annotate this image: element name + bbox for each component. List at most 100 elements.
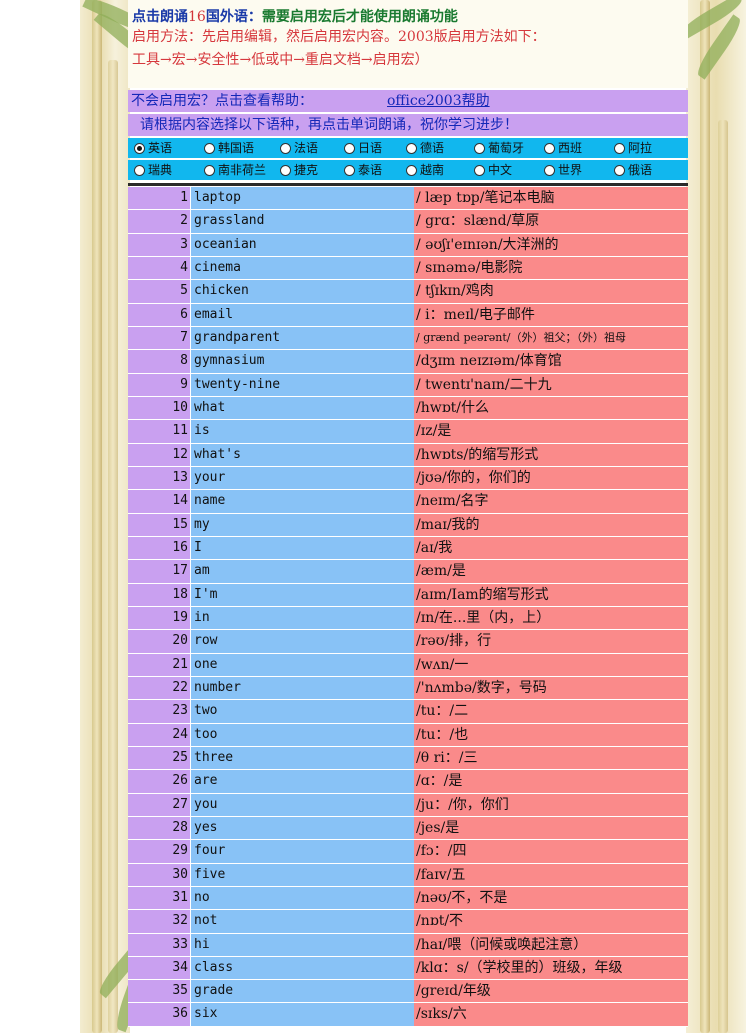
meaning-cell: /θ ri：/三 [414, 746, 688, 770]
language-option[interactable]: 日语 [344, 140, 382, 156]
radio-button-icon[interactable] [204, 164, 215, 176]
language-option[interactable]: 南非荷兰 [204, 162, 266, 178]
word-cell[interactable]: email [191, 303, 414, 326]
radio-button-icon[interactable] [204, 142, 215, 154]
language-option[interactable]: 中文 [474, 162, 512, 178]
word-cell[interactable]: grade [191, 980, 414, 1003]
table-row: 26 are/ɑ：/是 [128, 770, 688, 794]
table-row: 35 grade/greɪd/年级 [128, 980, 688, 1004]
language-option[interactable]: 越南 [406, 162, 444, 178]
language-option[interactable]: 阿拉 [614, 140, 652, 156]
word-cell[interactable]: four [191, 840, 414, 863]
radio-button-icon[interactable] [344, 142, 355, 154]
table-row: 23 two/tu：/二 [128, 700, 688, 724]
language-option[interactable]: 韩国语 [204, 140, 254, 156]
word-cell[interactable]: grandparent [191, 326, 414, 350]
radio-button-icon[interactable] [344, 164, 355, 176]
word-cell[interactable]: chicken [191, 280, 414, 303]
word-cell[interactable]: grassland [191, 210, 414, 233]
word-number: 25 [128, 746, 190, 770]
word-cell[interactable]: you [191, 793, 414, 816]
radio-button-icon[interactable] [614, 164, 625, 176]
bamboo-stalk-icon [718, 120, 728, 1033]
word-cell[interactable]: one [191, 653, 414, 676]
radio-button-icon[interactable] [406, 142, 417, 154]
meaning-cell: /klɑ：s/（学校里的）班级，年级 [414, 956, 688, 980]
language-label: 法语 [294, 141, 319, 155]
language-option[interactable]: 法语 [280, 140, 318, 156]
language-option[interactable]: 泰语 [344, 162, 382, 178]
table-row: 24 too/tu：/也 [128, 723, 688, 747]
radio-button-icon[interactable] [280, 142, 291, 154]
radio-button-icon[interactable] [544, 164, 555, 176]
word-cell[interactable]: I'm [191, 583, 414, 606]
language-option[interactable]: 英语 [134, 140, 172, 156]
table-row: 19 in/ɪn/在...里（内，上） [128, 606, 688, 631]
meaning-cell: /jes/是 [414, 816, 688, 840]
word-cell[interactable]: hi [191, 933, 414, 956]
word-cell[interactable]: is [191, 420, 414, 443]
word-number: 13 [128, 466, 190, 490]
word-cell[interactable]: are [191, 770, 414, 793]
language-option[interactable]: 俄语 [614, 162, 652, 178]
radio-button-icon[interactable] [614, 142, 625, 154]
radio-button-icon[interactable] [544, 142, 555, 154]
word-cell[interactable]: not [191, 910, 414, 933]
radio-button-icon[interactable] [280, 164, 291, 176]
bamboo-stalk-icon [92, 0, 102, 1033]
radio-button-icon[interactable] [134, 164, 145, 176]
macro-notice-title: 点击朗诵16国外语：需要启用宏后才能使用朗诵功能 [132, 8, 684, 26]
table-row: 14 name/neɪm/名字 [128, 490, 688, 514]
word-cell[interactable]: twenty-nine [191, 373, 414, 396]
table-row: 5 chicken / tʃɪkɪn/鸡肉 [128, 280, 688, 304]
word-cell[interactable]: I [191, 536, 414, 560]
word-cell[interactable]: oceanian [191, 233, 414, 256]
radio-button-icon[interactable] [406, 164, 417, 176]
radio-button-icon[interactable] [134, 142, 145, 154]
word-cell[interactable]: number [191, 676, 414, 700]
word-cell[interactable]: row [191, 630, 414, 653]
word-cell[interactable]: five [191, 863, 414, 886]
word-cell[interactable]: laptop [191, 187, 414, 210]
word-number: 3 [128, 233, 190, 256]
word-cell[interactable]: no [191, 886, 414, 910]
word-number: 33 [128, 933, 190, 956]
word-cell[interactable]: what's [191, 443, 414, 466]
word-cell[interactable]: cinema [191, 256, 414, 280]
office2003-help-link[interactable]: office2003帮助 [387, 93, 490, 109]
language-label: 韩国语 [218, 141, 255, 155]
word-cell[interactable]: two [191, 700, 414, 723]
word-number: 1 [128, 187, 190, 210]
language-label: 南非荷兰 [218, 163, 267, 177]
language-option[interactable]: 瑞典 [134, 162, 172, 178]
meaning-cell: / læp tɒp/笔记本电脑 [414, 187, 688, 210]
word-cell[interactable]: class [191, 956, 414, 980]
language-option[interactable]: 西班 [544, 140, 582, 156]
word-cell[interactable]: three [191, 746, 414, 770]
language-label: 西班 [558, 141, 583, 155]
word-cell[interactable]: your [191, 466, 414, 490]
language-option[interactable]: 葡萄牙 [474, 140, 524, 156]
radio-button-icon[interactable] [474, 142, 485, 154]
table-row: 22 number/'nʌmbə/数字，号码 [128, 676, 688, 701]
word-cell[interactable]: my [191, 513, 414, 536]
word-cell[interactable]: what [191, 396, 414, 420]
language-option[interactable]: 世界 [544, 162, 582, 178]
radio-button-icon[interactable] [474, 164, 485, 176]
word-cell[interactable]: am [191, 560, 414, 583]
meaning-cell: /neɪm/名字 [414, 490, 688, 513]
word-number: 7 [128, 326, 190, 350]
word-cell[interactable]: too [191, 723, 414, 746]
word-cell[interactable]: yes [191, 816, 414, 840]
word-number: 34 [128, 956, 190, 980]
language-option[interactable]: 捷克 [280, 162, 318, 178]
word-cell[interactable]: six [191, 1003, 414, 1026]
word-cell[interactable]: name [191, 490, 414, 513]
language-option[interactable]: 德语 [406, 140, 444, 156]
meaning-cell: /ju：/你，你们 [414, 793, 688, 816]
word-cell[interactable]: gymnasium [191, 350, 414, 373]
word-cell[interactable]: in [191, 606, 414, 630]
bamboo-background-left [80, 0, 130, 1033]
meaning-cell: / grænd peərənt/（外）祖父；（外）祖母 [414, 326, 688, 350]
meaning-cell: /wʌn/一 [414, 653, 688, 676]
